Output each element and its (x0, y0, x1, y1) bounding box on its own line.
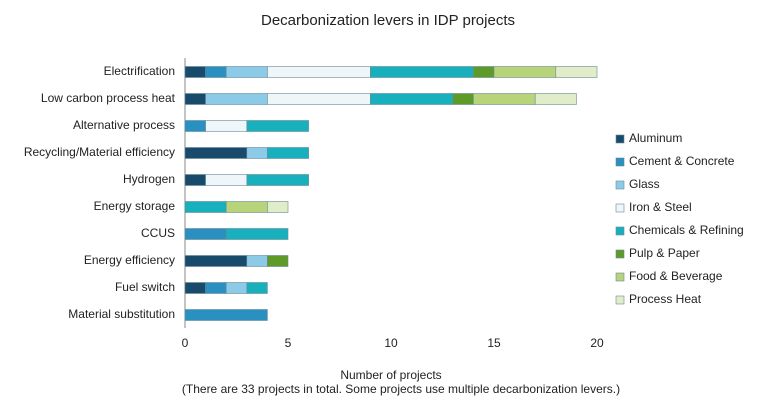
bar-segment (184, 66, 206, 78)
chart-title: Decarbonization levers in IDP projects (261, 12, 515, 29)
bar-segment (184, 174, 206, 186)
x-tick-label: 15 (487, 336, 501, 350)
y-tick-label: Material substitution (68, 307, 175, 321)
bar-segment (246, 120, 309, 132)
bar-segment (246, 255, 268, 267)
legend-swatch (615, 134, 625, 144)
bar-segment (205, 120, 248, 132)
legend-swatch (615, 226, 625, 236)
bar-segment (370, 66, 474, 78)
bar-segment (225, 66, 268, 78)
bar-segment (267, 201, 289, 213)
y-tick-label: Energy efficiency (84, 253, 175, 267)
caption: (There are 33 projects in total. Some pr… (182, 382, 620, 396)
bar-segment (267, 66, 371, 78)
bar-segment (205, 93, 268, 105)
legend-label: Process Heat (629, 292, 702, 306)
y-tick-label: CCUS (141, 226, 175, 240)
legend-swatch (615, 157, 625, 167)
bar-segment (184, 309, 268, 321)
bar-segment (225, 201, 268, 213)
bar-segment (225, 282, 248, 294)
legend-swatch (615, 272, 625, 282)
bar-segment (246, 147, 268, 159)
bar-segment (267, 255, 289, 267)
legend-swatch (615, 203, 625, 213)
legend-label: Iron & Steel (629, 200, 692, 214)
legend-label: Glass (629, 177, 660, 191)
legend-label: Food & Beverage (629, 269, 723, 283)
x-axis-label: Number of projects (340, 368, 441, 382)
bar-segment (184, 120, 206, 132)
x-tick-label: 5 (285, 336, 292, 350)
bar-segment (534, 93, 577, 105)
y-tick-label: Fuel switch (115, 280, 175, 294)
y-tick-label: Hydrogen (123, 172, 175, 186)
bar-segment (184, 255, 248, 267)
legend-swatch (615, 295, 625, 305)
y-tick-label: Alternative process (73, 118, 175, 132)
bar-segment (473, 93, 536, 105)
bar-segment (267, 147, 309, 159)
legend-swatch (615, 180, 625, 190)
bar-segment (370, 93, 454, 105)
bar-segment (473, 66, 495, 78)
x-tick-label: 10 (384, 336, 398, 350)
bar-segment (184, 201, 227, 213)
legend-label: Chemicals & Refining (629, 223, 744, 237)
y-tick-label: Recycling/Material efficiency (24, 145, 175, 159)
bar-segment (246, 282, 268, 294)
bar-segment (184, 93, 206, 105)
legend-label: Pulp & Paper (629, 246, 700, 260)
y-tick-label: Electrification (104, 64, 175, 78)
y-tick-label: Energy storage (94, 199, 176, 213)
x-tick-label: 20 (590, 336, 604, 350)
bar-segment (452, 93, 474, 105)
legend-label: Aluminum (629, 131, 682, 145)
bar-segment (184, 228, 227, 240)
bar-segment (555, 66, 598, 78)
y-tick-label: Low carbon process heat (41, 91, 176, 105)
x-tick-label: 0 (182, 336, 189, 350)
bar-segment (205, 174, 248, 186)
bar-segment (205, 66, 227, 78)
legend-swatch (615, 249, 625, 259)
bar-segment (493, 66, 557, 78)
bar-segment (184, 147, 248, 159)
bar-segment (205, 282, 227, 294)
legend-label: Cement & Concrete (629, 154, 735, 168)
bar-segment (225, 228, 289, 240)
bar-segment (184, 282, 206, 294)
bar-segment (246, 174, 309, 186)
bar-segment (267, 93, 371, 105)
